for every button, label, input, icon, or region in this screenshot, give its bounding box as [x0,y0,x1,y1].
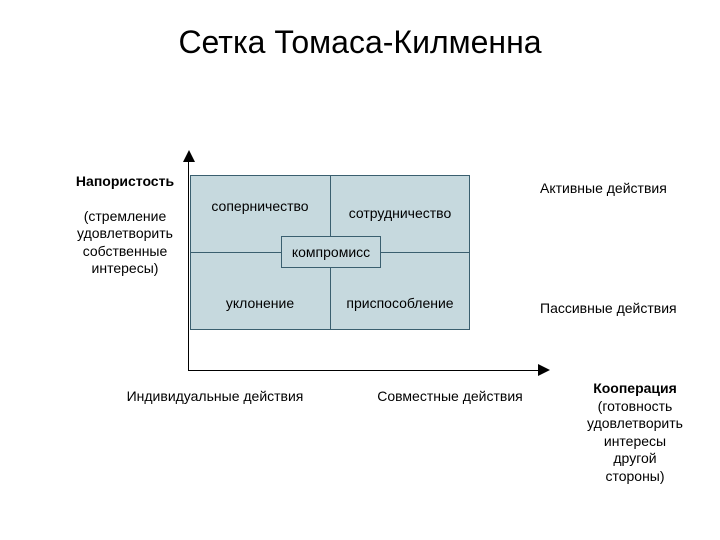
cell-bottom-left: уклонение [190,295,330,313]
x-right-text: Совместные действия [377,388,523,404]
x-left-label: Индивидуальные действия [100,388,330,406]
x-axis-arrowhead [538,364,550,376]
right-bottom-label: Кооперация (готовностьудовлетворитьинтер… [565,380,705,485]
cell-center-label: компромисс [292,244,370,260]
page-title: Сетка Томаса-Килменна [0,24,720,61]
cell-top-right-text: сотрудничество [349,205,452,221]
cell-bottom-right-text: приспособление [346,295,453,311]
cell-top-left: соперничество [190,198,330,216]
cell-top-right: сотрудничество [330,205,470,223]
cell-bottom-right: приспособление [330,295,470,313]
y-axis-label-rest: (стремлениеудовлетворитьсобственныеинтер… [77,208,173,277]
slide: Сетка Томаса-Килменна компромисс соперни… [0,0,720,540]
x-left-text: Индивидуальные действия [127,388,304,404]
right-mid-label: Пассивные действия [540,300,710,318]
y-axis-label-bold: Напористость [76,173,174,189]
right-bottom-bold: Кооперация [593,380,677,396]
grid-center-cell: компромисс [281,236,381,268]
right-bottom-rest: (готовностьудовлетворитьинтересыдругойст… [587,398,683,484]
title-text: Сетка Томаса-Килменна [178,24,541,60]
x-axis-line [188,370,538,371]
y-axis-label: Напористость (стремлениеудовлетворитьсоб… [60,155,190,278]
cell-bottom-left-text: уклонение [226,295,294,311]
cell-top-left-text: соперничество [211,198,308,214]
x-right-label: Совместные действия [350,388,550,406]
right-top-label: Активные действия [540,180,710,198]
right-mid-text: Пассивные действия [540,300,677,316]
right-top-text: Активные действия [540,180,667,196]
